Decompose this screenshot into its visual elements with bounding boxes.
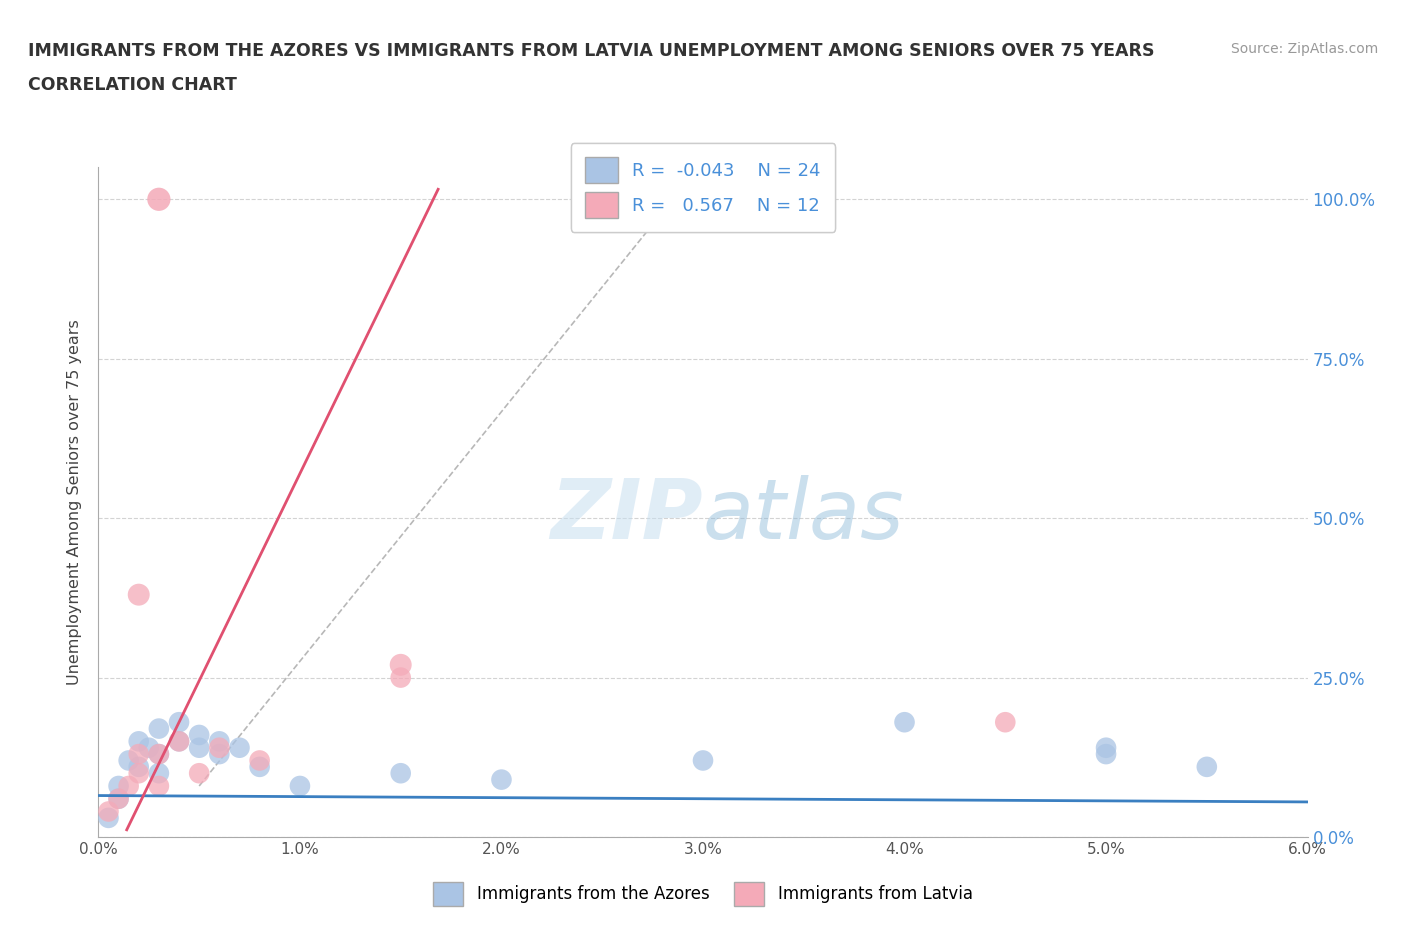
Point [188,727,211,742]
Text: atlas: atlas [703,475,904,556]
Point [1195,760,1218,775]
Text: ZIP: ZIP [550,475,703,556]
Point [128,760,150,775]
Legend: Immigrants from the Azores, Immigrants from Latvia: Immigrants from the Azores, Immigrants f… [426,875,980,912]
Point [128,765,150,780]
Point [167,734,190,749]
Point [128,747,150,762]
Point [128,734,150,749]
Point [138,740,160,755]
Point [692,753,714,768]
Point [97,804,120,819]
Point [107,778,129,793]
Point [148,721,170,736]
Point [893,715,915,730]
Point [107,791,129,806]
Point [249,760,271,775]
Point [118,753,141,768]
Text: IMMIGRANTS FROM THE AZORES VS IMMIGRANTS FROM LATVIA UNEMPLOYMENT AMONG SENIORS : IMMIGRANTS FROM THE AZORES VS IMMIGRANTS… [28,42,1154,60]
Point [167,734,190,749]
Point [148,778,170,793]
Legend: R =  -0.043    N = 24, R =   0.567    N = 12: R = -0.043 N = 24, R = 0.567 N = 12 [571,143,835,232]
Point [118,778,141,793]
Point [389,658,412,672]
Point [389,765,412,780]
Point [491,772,513,787]
Point [148,192,170,206]
Point [249,753,271,768]
Point [148,747,170,762]
Point [148,765,170,780]
Point [107,791,129,806]
Point [389,671,412,685]
Text: Source: ZipAtlas.com: Source: ZipAtlas.com [1230,42,1378,56]
Point [188,765,211,780]
Point [1095,747,1118,762]
Point [208,734,231,749]
Point [167,715,190,730]
Point [1095,740,1118,755]
Point [128,587,150,602]
Point [228,740,250,755]
Point [148,747,170,762]
Point [188,740,211,755]
Point [97,810,120,825]
Point [208,747,231,762]
Y-axis label: Unemployment Among Seniors over 75 years: Unemployment Among Seniors over 75 years [67,319,83,685]
Point [288,778,311,793]
Text: CORRELATION CHART: CORRELATION CHART [28,76,238,94]
Point [208,740,231,755]
Point [994,715,1017,730]
